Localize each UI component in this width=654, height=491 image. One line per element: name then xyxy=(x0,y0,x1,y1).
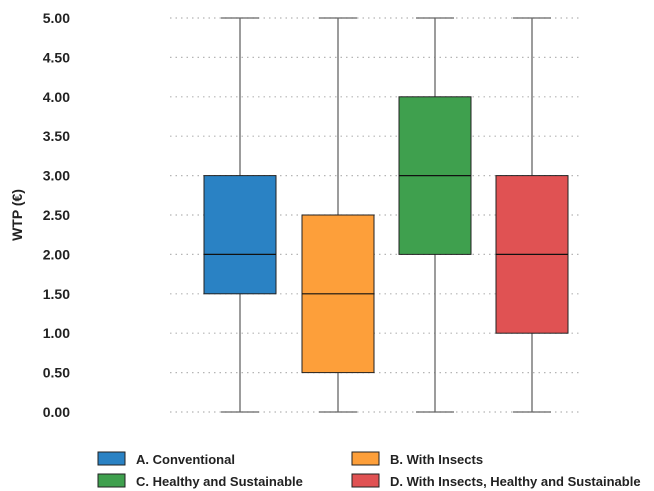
y-tick-label: 4.50 xyxy=(43,49,70,65)
box-1 xyxy=(203,17,277,413)
legend-item-1: A. Conventional xyxy=(97,451,235,467)
y-tick-label: 4.00 xyxy=(43,89,70,105)
legend-label: B. With Insects xyxy=(390,452,483,467)
box-3 xyxy=(398,17,472,413)
y-tick-label: 2.50 xyxy=(43,207,70,223)
y-axis-title: WTP (€) xyxy=(9,189,25,241)
y-tick-label: 0.00 xyxy=(43,404,70,420)
box-2 xyxy=(301,17,375,413)
y-tick-label: 5.00 xyxy=(43,10,70,26)
box-iqr xyxy=(203,175,277,295)
legend: A. Conventional B. With Insects C. Healthy… xyxy=(97,451,641,489)
legend-swatch xyxy=(351,473,380,488)
y-tick-label: 1.00 xyxy=(43,325,70,341)
boxes-layer xyxy=(203,17,569,413)
y-tick-label: 3.50 xyxy=(43,128,70,144)
legend-label: C. Healthy and Sustainable xyxy=(136,474,303,489)
legend-label: D. With Insects, Healthy and Sustainable xyxy=(390,474,641,489)
legend-item-4: D. With Insects, Healthy and Sustainable xyxy=(351,473,641,489)
legend-label: A. Conventional xyxy=(136,452,235,467)
y-axis: 0.00 0.50 1.00 1.50 2.00 2.50 3.00 3.50 4.00 4.50… xyxy=(43,10,70,420)
y-tick-label: 2.00 xyxy=(43,246,70,262)
y-tick-label: 1.50 xyxy=(43,286,70,302)
y-tick-label: 3.00 xyxy=(43,168,70,184)
legend-swatch xyxy=(351,451,380,466)
box-4 xyxy=(495,17,569,413)
legend-swatch xyxy=(97,473,126,488)
y-tick-label: 0.50 xyxy=(43,365,70,381)
legend-item-2: B. With Insects xyxy=(351,451,483,467)
legend-item-3: C. Healthy and Sustainable xyxy=(97,473,303,489)
legend-swatch xyxy=(97,451,126,466)
